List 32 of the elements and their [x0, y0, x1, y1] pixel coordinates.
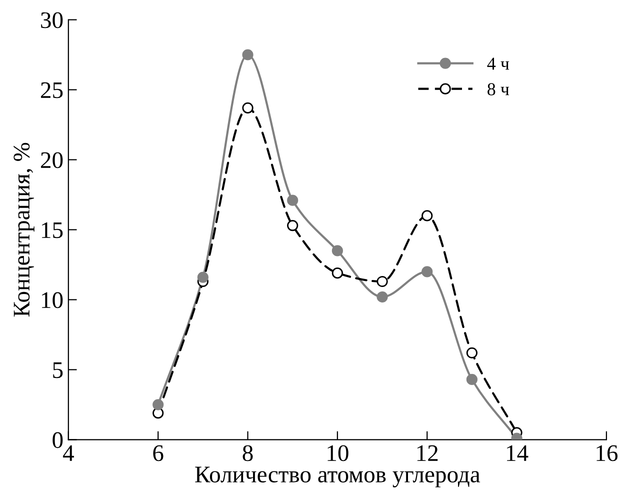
- y-tick-label: 0: [52, 432, 63, 448]
- y-tick-label: 10: [42, 292, 63, 308]
- x-tick-label: 14: [507, 445, 528, 461]
- x-tick-label: 8: [242, 445, 253, 462]
- x-tick-label: 4: [62, 445, 74, 461]
- y-tick-label: 25: [40, 82, 63, 98]
- x-tick-label: 16: [596, 445, 618, 462]
- point: [152, 399, 164, 410]
- y-tick-label: 30: [41, 12, 63, 28]
- point: [466, 347, 478, 358]
- x-axis-title: Количество атомов углерода: [195, 466, 480, 488]
- x-tick-label: 10: [328, 445, 348, 462]
- y-tick-label: 20: [40, 152, 63, 168]
- point: [422, 210, 433, 222]
- x-tick-label: 6: [153, 445, 164, 462]
- point: [422, 266, 433, 278]
- legend-label: 4 ч: [487, 58, 510, 70]
- y-tick-label: 15: [42, 222, 63, 238]
- x-tick-label: 12: [417, 445, 438, 461]
- point: [466, 374, 478, 386]
- y-axis-title: Концентрация, %: [14, 142, 34, 317]
- point: [332, 268, 343, 279]
- point: [242, 102, 254, 114]
- point: [332, 245, 343, 256]
- point: [376, 291, 388, 302]
- point: [376, 276, 388, 288]
- point: [287, 220, 298, 232]
- point: [197, 272, 208, 283]
- legend-label: 8 ч: [488, 83, 510, 96]
- y-tick-label: 5: [53, 362, 63, 378]
- point: [287, 194, 298, 206]
- point: [242, 49, 254, 60]
